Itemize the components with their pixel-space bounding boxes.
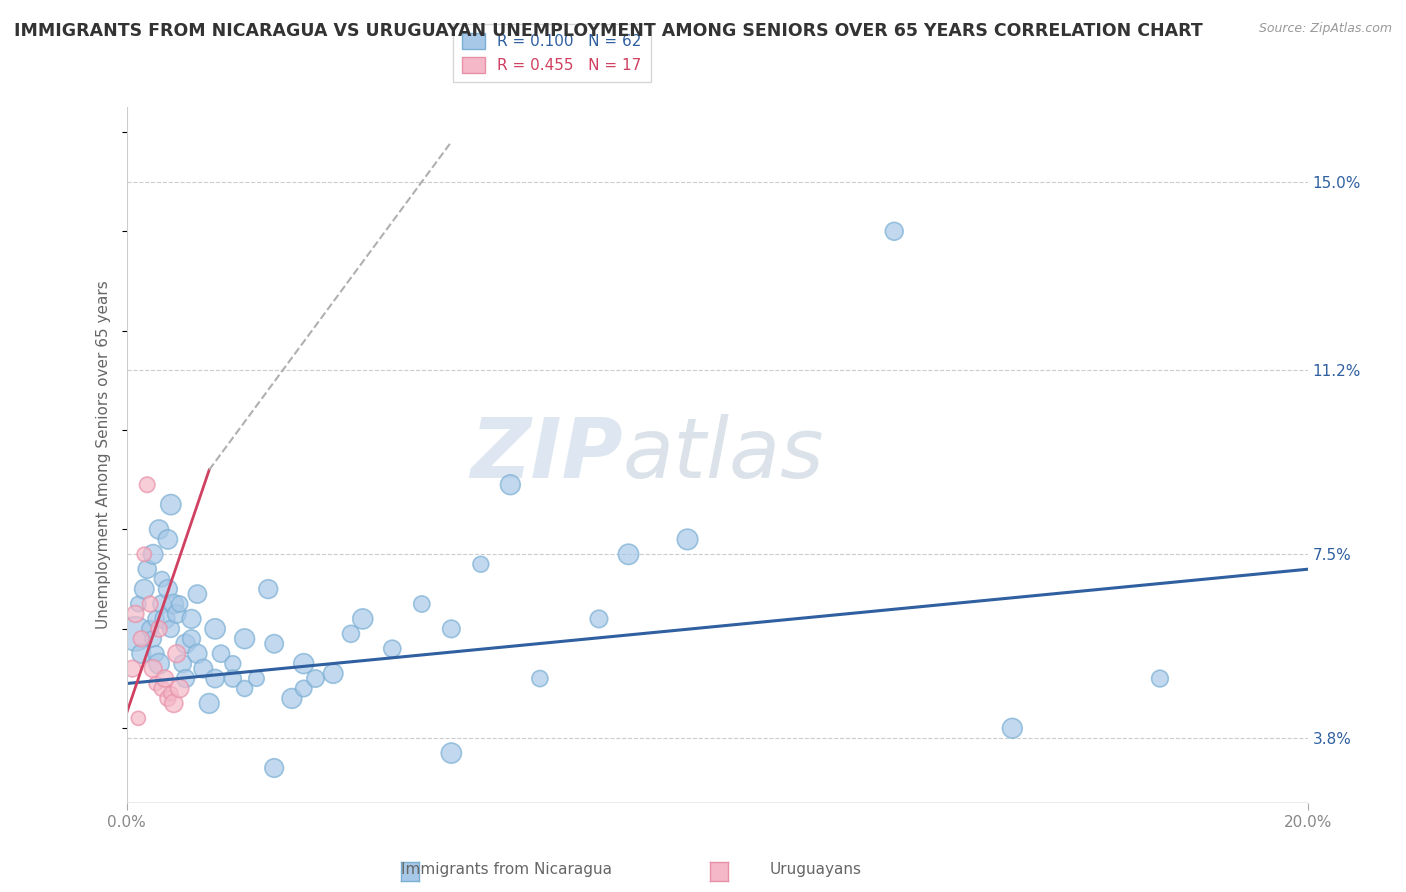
Text: atlas: atlas (623, 415, 824, 495)
Point (209, 647, 232, 661)
Point (169, 597, 191, 611)
Point (153, 672, 176, 686)
Text: Immigrants from Nicaragua: Immigrants from Nicaragua (401, 863, 612, 877)
Point (145, 647, 167, 661)
Point (470, 558, 492, 572)
Text: Source: ZipAtlas.com: Source: ZipAtlas.com (1258, 22, 1392, 36)
Point (150, 597, 173, 611)
Point (163, 697, 186, 711)
Point (263, 637, 285, 651)
Point (156, 582, 179, 596)
Point (411, 597, 433, 611)
Point (127, 597, 149, 611)
Point (1149, 672, 1171, 686)
Point (186, 647, 208, 661)
Point (166, 647, 188, 661)
Point (1001, 721, 1024, 735)
Point (129, 632, 153, 646)
Point (322, 666, 344, 681)
Point (142, 632, 165, 646)
Point (292, 657, 315, 671)
Point (440, 622, 463, 636)
Point (233, 681, 256, 696)
Point (145, 612, 167, 626)
Point (174, 672, 197, 686)
Point (160, 498, 183, 512)
Point (156, 691, 179, 706)
Point (121, 662, 143, 676)
Point (352, 612, 374, 626)
Point (172, 657, 194, 671)
Point (617, 547, 640, 561)
Point (499, 477, 522, 491)
Point (124, 627, 146, 641)
Point (198, 697, 221, 711)
Point (440, 746, 463, 760)
Point (222, 672, 245, 686)
Point (136, 477, 159, 491)
Point (222, 657, 245, 671)
Point (180, 632, 202, 646)
Point (186, 587, 208, 601)
Point (257, 582, 280, 596)
Y-axis label: Unemployment Among Seniors over 65 years: Unemployment Among Seniors over 65 years (96, 281, 111, 629)
Legend: R = 0.100   N = 62, R = 0.455   N = 17: R = 0.100 N = 62, R = 0.455 N = 17 (453, 24, 651, 82)
Point (166, 607, 188, 621)
Point (174, 637, 197, 651)
Text: IMMIGRANTS FROM NICARAGUA VS URUGUAYAN UNEMPLOYMENT AMONG SENIORS OVER 65 YEARS : IMMIGRANTS FROM NICARAGUA VS URUGUAYAN U… (14, 22, 1202, 40)
Point (204, 622, 226, 636)
Point (588, 612, 610, 626)
Point (145, 676, 167, 690)
Point (245, 672, 267, 686)
Point (193, 662, 215, 676)
Point (340, 627, 363, 641)
Point (281, 691, 304, 706)
Text: Uruguayans: Uruguayans (769, 863, 862, 877)
Text: ZIP: ZIP (470, 415, 623, 495)
Point (129, 647, 153, 661)
Point (883, 224, 905, 238)
Point (160, 622, 183, 636)
Point (148, 622, 170, 636)
Point (134, 547, 156, 561)
Point (304, 672, 326, 686)
Point (153, 612, 176, 626)
Point (142, 547, 165, 561)
Point (204, 672, 226, 686)
Point (124, 607, 146, 621)
Point (127, 711, 149, 725)
Point (148, 523, 170, 537)
Point (156, 533, 179, 547)
Point (292, 681, 315, 696)
Point (134, 582, 156, 596)
Point (150, 681, 173, 696)
Point (148, 657, 170, 671)
Point (139, 597, 162, 611)
Point (136, 562, 159, 576)
Point (142, 662, 165, 676)
Point (150, 572, 173, 586)
Point (381, 641, 404, 656)
Point (233, 632, 256, 646)
Point (169, 681, 191, 696)
Point (163, 597, 186, 611)
Point (180, 612, 202, 626)
Point (139, 622, 162, 636)
Point (263, 761, 285, 775)
Point (160, 686, 183, 700)
Point (676, 533, 699, 547)
Point (529, 672, 551, 686)
